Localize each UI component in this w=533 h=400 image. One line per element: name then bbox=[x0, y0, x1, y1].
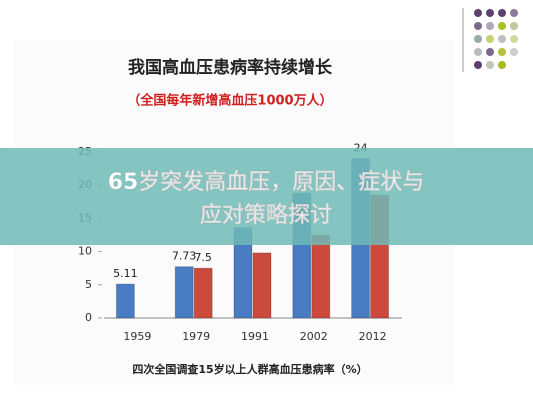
y-tick-label: 5 bbox=[85, 278, 92, 291]
x-tick-label: 1991 bbox=[241, 330, 269, 343]
chart-caption: 四次全国调查15岁以上人群高血压患病率（%） bbox=[132, 362, 367, 376]
banner bbox=[0, 148, 533, 245]
data-label: 5.11 bbox=[113, 267, 138, 280]
banner-title: 应对策略探讨 bbox=[200, 202, 332, 228]
banner-title: 65岁突发高血压，原因、症状与 bbox=[108, 169, 425, 195]
data-label: 7.5 bbox=[194, 251, 212, 264]
y-tick-label: 10 bbox=[78, 245, 92, 258]
chart-subtitle: （全国每年新增高血压1000万人） bbox=[127, 93, 332, 109]
data-label: 7.73 bbox=[172, 250, 197, 263]
x-tick-label: 2012 bbox=[359, 330, 387, 343]
decor-dots bbox=[474, 9, 518, 69]
chart-title: 我国高血压患病率持续增长 bbox=[128, 57, 333, 78]
x-tick-label: 1979 bbox=[182, 330, 210, 343]
bar bbox=[174, 266, 194, 319]
bar bbox=[115, 283, 135, 319]
x-tick-label: 1959 bbox=[123, 330, 151, 343]
bar bbox=[193, 267, 213, 319]
x-tick-label: 2002 bbox=[300, 330, 328, 343]
bar bbox=[252, 252, 272, 319]
bar bbox=[311, 234, 331, 319]
y-tick-label: 0 bbox=[85, 311, 92, 324]
